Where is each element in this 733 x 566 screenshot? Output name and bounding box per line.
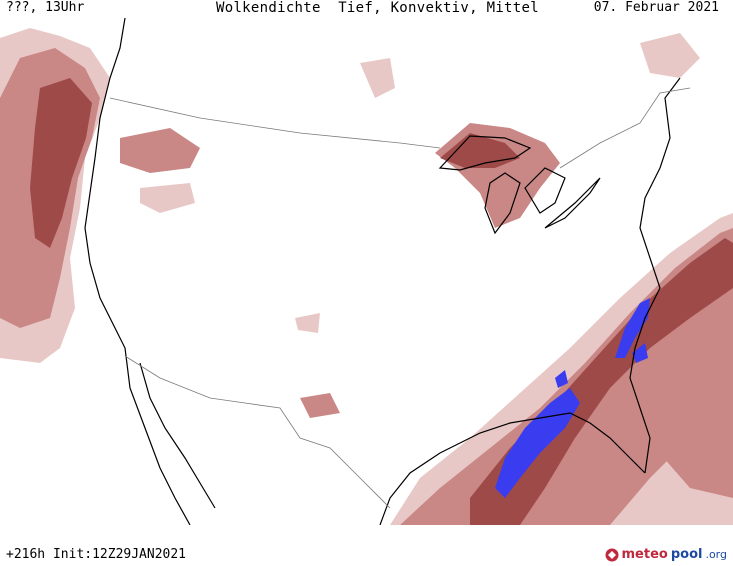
convective-cells — [495, 298, 650, 498]
logo-text-meteo: meteo — [621, 547, 668, 562]
globe-icon — [605, 548, 618, 561]
weather-map[interactable] — [0, 18, 733, 525]
logo-text-org: .org — [705, 548, 727, 561]
logo-text-pool: pool — [670, 547, 703, 562]
forecast-date: 07. Februar 2021 — [593, 0, 719, 15]
map-canvas — [0, 18, 733, 525]
pacific-cloud-band — [0, 28, 200, 363]
coastlines — [84, 18, 681, 525]
map-title: Wolkendichte Tief, Konvektiv, Mittel — [216, 0, 539, 16]
meteopool-logo[interactable]: meteo pool .org — [605, 547, 727, 562]
country-borders — [109, 87, 691, 509]
gulf-cloud-band — [295, 213, 733, 525]
valid-time-label: ???, 13Uhr — [6, 0, 85, 15]
forecast-run-info: +216h Init:12Z29JAN2021 — [6, 547, 187, 562]
great-lakes-cloud — [360, 33, 700, 228]
